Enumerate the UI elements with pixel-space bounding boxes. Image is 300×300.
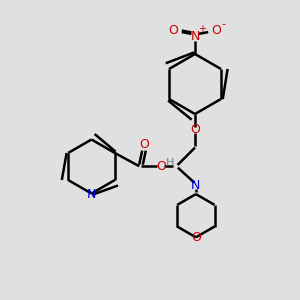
Text: O: O <box>191 231 201 244</box>
Text: O: O <box>190 123 200 136</box>
Text: N: N <box>191 179 201 192</box>
Text: O: O <box>169 24 178 38</box>
Text: N: N <box>190 29 200 43</box>
Text: O: O <box>139 137 148 151</box>
Text: O: O <box>156 160 166 173</box>
Text: O: O <box>212 24 221 38</box>
Text: -: - <box>222 19 226 29</box>
Text: H: H <box>166 158 174 168</box>
Text: +: + <box>198 24 206 34</box>
Text: N: N <box>87 188 96 201</box>
